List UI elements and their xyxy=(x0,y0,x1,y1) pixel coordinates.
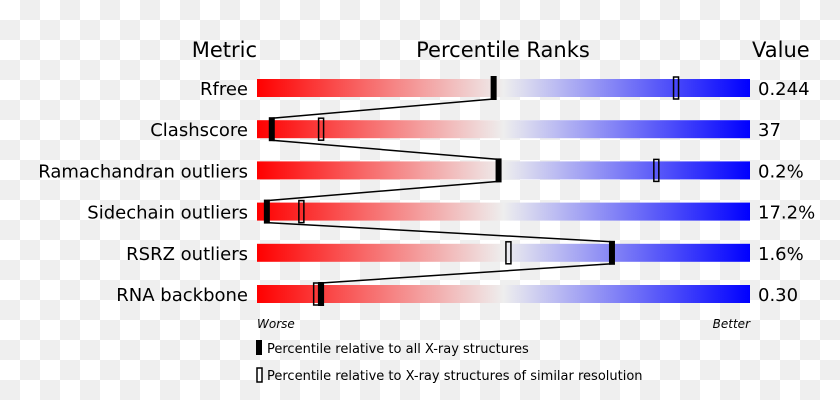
value-label: 0.2% xyxy=(758,161,804,182)
connector-line xyxy=(266,221,613,243)
all-structures-marker xyxy=(268,117,275,142)
metric-label: Clashscore xyxy=(150,120,248,141)
better-label: Better xyxy=(713,317,751,331)
value-label: 0.244 xyxy=(758,79,810,100)
metric-header: Metric xyxy=(192,38,257,62)
metric-label: Sidechain outliers xyxy=(87,203,248,224)
legend-open-marker xyxy=(256,367,263,383)
percentile-bar xyxy=(257,161,750,180)
value-label: 37 xyxy=(758,120,781,141)
connector-line xyxy=(266,180,499,202)
metric-label: RNA backbone xyxy=(116,285,248,306)
all-structures-marker xyxy=(608,240,615,265)
percentile-bar xyxy=(257,79,750,97)
connector-line xyxy=(271,139,499,161)
similar-resolution-marker xyxy=(317,117,325,141)
legend-filled-marker xyxy=(256,340,262,355)
all-structures-marker xyxy=(490,76,497,100)
value-label: 1.6% xyxy=(758,244,804,265)
value-header: Value xyxy=(752,38,810,62)
similar-resolution-marker xyxy=(298,199,305,224)
legend-open-label: Percentile relative to X-ray structures … xyxy=(267,369,643,384)
percentile-bar xyxy=(257,243,750,262)
percentile-bar xyxy=(257,120,750,139)
percentile-bar xyxy=(257,285,750,303)
similar-resolution-marker xyxy=(672,76,680,100)
percentile-bar xyxy=(257,202,750,221)
worse-label: Worse xyxy=(257,317,295,331)
metric-label: RSRZ outliers xyxy=(126,244,248,265)
metric-label: Rfree xyxy=(200,79,248,100)
percentile-header: Percentile Ranks xyxy=(416,38,590,62)
value-label: 0.30 xyxy=(758,285,798,306)
similar-resolution-marker xyxy=(505,241,512,265)
all-structures-marker xyxy=(263,199,270,224)
legend-filled-label: Percentile relative to all X-ray structu… xyxy=(267,342,529,357)
metric-label: Ramachandran outliers xyxy=(38,161,248,182)
connector-line xyxy=(271,98,494,119)
similar-resolution-marker xyxy=(653,158,660,183)
connector-line xyxy=(321,263,613,284)
all-structures-marker xyxy=(318,282,325,306)
value-label: 17.2% xyxy=(758,203,815,224)
all-structures-marker xyxy=(495,158,502,183)
